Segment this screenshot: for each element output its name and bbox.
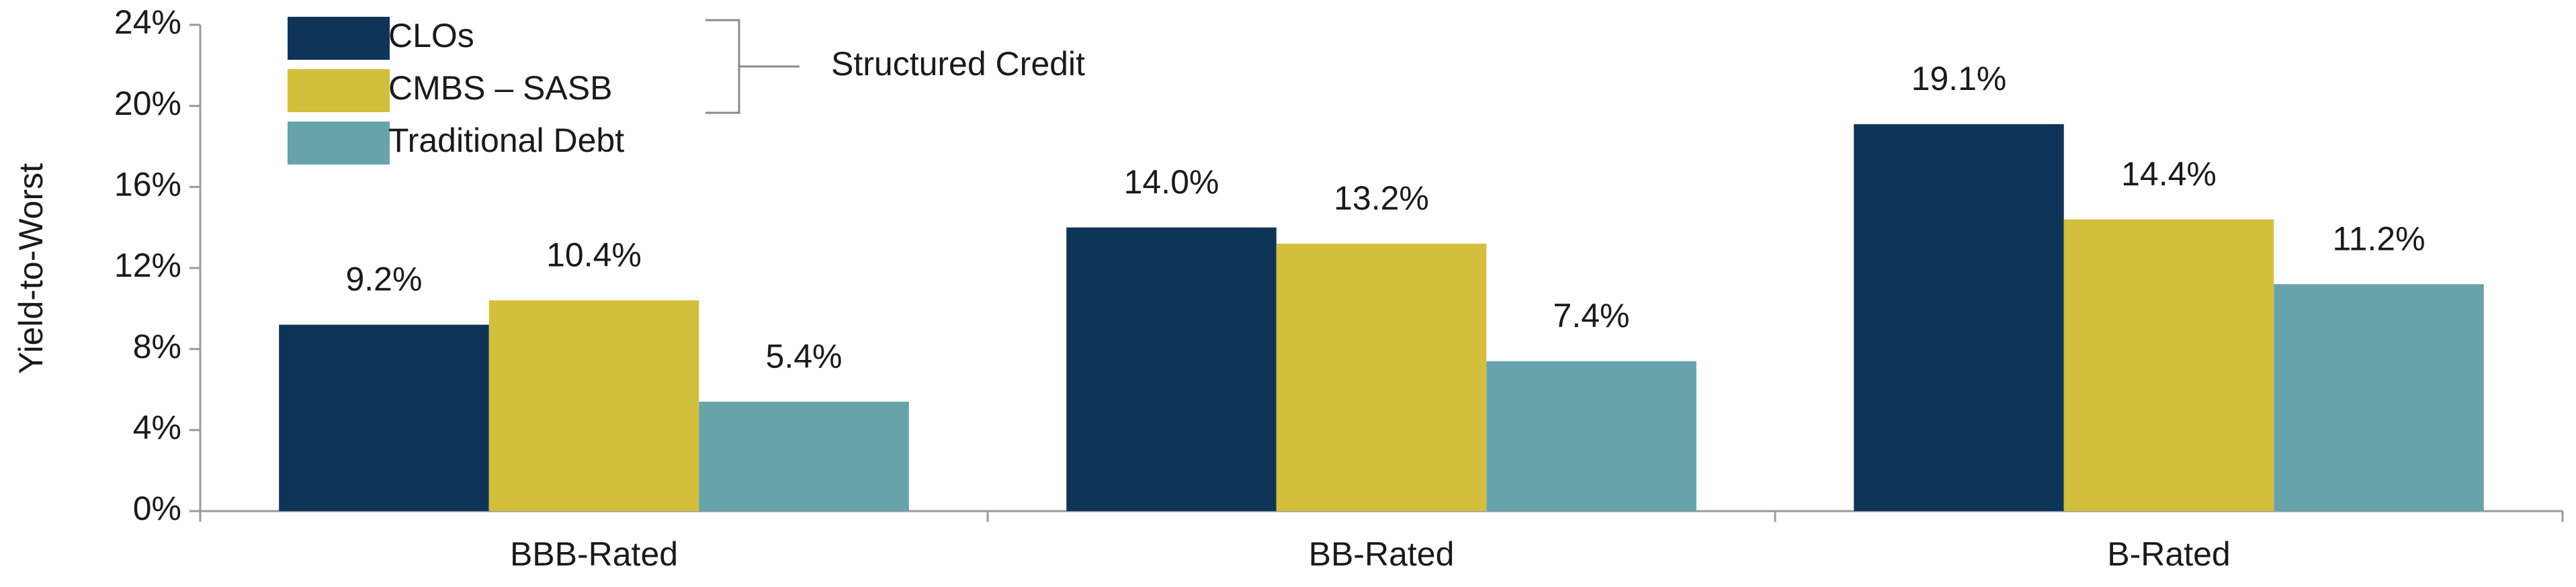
legend-label: CLOs — [388, 17, 474, 54]
value-label: 13.2% — [1334, 179, 1429, 217]
value-label: 7.4% — [1553, 297, 1630, 334]
bracket — [705, 19, 800, 114]
y-tick-label: 0% — [133, 490, 181, 527]
bar — [1276, 243, 1487, 511]
legend-swatch — [288, 17, 390, 60]
bar — [279, 324, 489, 511]
y-axis-label: Yield-to-Worst — [12, 163, 50, 374]
y-tick-label: 20% — [114, 85, 181, 122]
bar — [1486, 361, 1697, 511]
value-label: 10.4% — [546, 236, 642, 273]
bar — [2274, 284, 2484, 511]
x-tick-label: B-Rated — [2107, 535, 2230, 573]
y-tick-label: 16% — [114, 166, 181, 204]
y-tick-label: 4% — [133, 409, 181, 447]
value-label: 9.2% — [345, 261, 422, 298]
y-tick-label: 24% — [114, 3, 181, 41]
bar — [1854, 124, 2064, 512]
y-tick-label: 12% — [114, 246, 181, 284]
legend-label: Traditional Debt — [388, 122, 624, 159]
bar — [699, 402, 909, 511]
value-label: 5.4% — [766, 337, 843, 375]
x-tick-label: BB-Rated — [1309, 535, 1455, 573]
legend-swatch — [288, 122, 390, 165]
bar — [488, 300, 699, 511]
value-label: 14.4% — [2121, 155, 2217, 193]
value-label: 19.1% — [1912, 60, 2007, 97]
x-tick-label: BBB-Rated — [510, 535, 678, 573]
legend-swatch — [288, 69, 390, 112]
bar — [2063, 219, 2274, 511]
bar — [1066, 227, 1277, 511]
value-label: 14.0% — [1124, 163, 1219, 201]
annotation: Structured Credit — [831, 45, 1085, 83]
value-label: 11.2% — [2333, 220, 2425, 257]
y-tick-label: 8% — [133, 328, 181, 365]
legend-label: CMBS – SASB — [388, 69, 612, 107]
